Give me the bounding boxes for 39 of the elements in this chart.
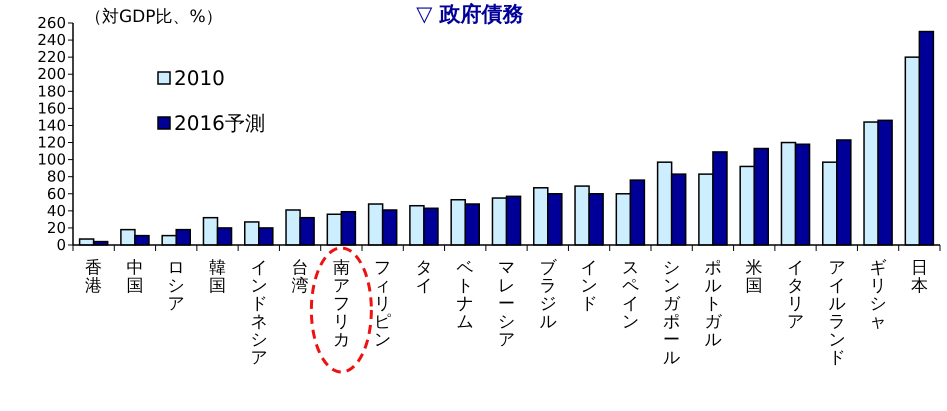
x-tick-label: スペイン: [622, 258, 639, 332]
y-tick-label: 180: [37, 82, 66, 100]
x-tick-label: ブラジル: [539, 258, 558, 332]
x-tick-label: インドネシア: [250, 258, 268, 368]
chart-title: ▽ 政府債務: [416, 2, 524, 26]
x-tick-label: マレーシア: [498, 258, 515, 350]
y-axis-title: （対GDP比、%）: [85, 7, 223, 27]
x-tick-label: 台湾: [292, 258, 309, 296]
x-tick-label: ロシア: [168, 258, 185, 314]
y-tick-label: 20: [46, 218, 66, 237]
x-tick-label: イタリア: [787, 258, 804, 332]
x-tick-label: ギリシャ: [870, 258, 887, 332]
x-tick-label: シンガポール: [663, 258, 682, 368]
x-tick-label: 南アフリカ: [332, 258, 350, 350]
x-tick-label: フィリピン: [374, 258, 392, 350]
y-tick-label: 220: [37, 48, 66, 66]
y-tick-label: 40: [46, 202, 66, 220]
y-tick-label: 0: [56, 236, 66, 254]
y-tick-label: 60: [46, 184, 66, 203]
legend-label: 2010: [174, 66, 225, 90]
x-tick-label: 中国: [126, 258, 144, 296]
x-tick-label: 韓国: [209, 258, 226, 296]
y-tick-label: 120: [37, 134, 66, 152]
legend-label: 2016予測: [174, 111, 265, 135]
y-tick-label: 140: [37, 116, 66, 134]
y-tick-label: 100: [37, 150, 66, 169]
x-tick-label: アイルランド: [828, 258, 846, 368]
y-tick-label: 260: [37, 14, 66, 32]
x-tick-label: ポルトガル: [704, 258, 722, 350]
y-tick-label: 80: [46, 168, 66, 186]
x-tick-label: 香港: [85, 258, 102, 296]
x-tick-label: 日本: [910, 258, 928, 296]
y-tick-label: 160: [37, 99, 66, 118]
x-tick-label: 米国: [746, 258, 763, 296]
x-tick-label: タイ: [415, 258, 432, 296]
x-tick-label: インド: [580, 258, 598, 314]
y-tick-label: 240: [37, 31, 66, 50]
y-tick-label: 200: [37, 65, 66, 84]
x-tick-label: ベトナム: [456, 258, 474, 332]
